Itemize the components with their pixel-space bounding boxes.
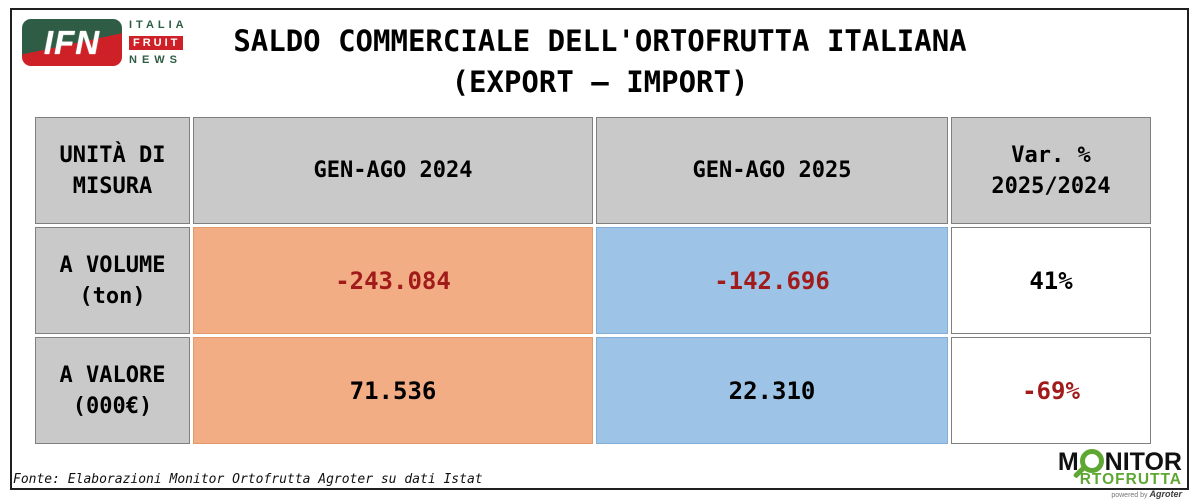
ifn-logo: IFN ITALIA FRUIT NEWS [22, 19, 188, 66]
header-unita-line2: MISURA [72, 173, 153, 199]
monitor-letter-m: M [1057, 447, 1079, 476]
header-var-pct: Var. % 2025/2024 [951, 117, 1151, 224]
cell-volume-2024: -243.084 [193, 227, 593, 334]
ifn-word-news: NEWS [129, 53, 182, 66]
cell-valore-2025: 22.310 [596, 337, 948, 444]
cell-valore-2024: 71.536 [193, 337, 593, 444]
header-unita-line1: UNITÀ DI [59, 142, 166, 168]
powered-by-text: powered by [1111, 491, 1148, 499]
ortofrutta-wordmark: RTOFRUTTA [1079, 471, 1182, 488]
cell-volume-2025: -142.696 [596, 227, 948, 334]
header-var-line2: 2025/2024 [991, 173, 1111, 199]
source-note: Fonte: Elaborazioni Monitor Ortofrutta A… [13, 472, 483, 487]
cell-valore-var: -69% [951, 337, 1151, 444]
powered-by-agroter: powered by Agroter [1058, 488, 1182, 499]
table-row-valore: A VALORE (000€) 71.536 22.310 -69% [35, 337, 1151, 444]
agroter-brand: Agroter [1149, 488, 1182, 499]
page-title-line1: SALDO COMMERCIALE DELL'ORTOFRUTTA ITALIA… [233, 24, 967, 58]
ifn-badge-icon: IFN [22, 19, 122, 66]
header-gen-ago-2024: GEN-AGO 2024 [193, 117, 593, 224]
monitor-ortofrutta-logo: M NITOR RTOFRUTTA powered by Agroter [1058, 449, 1182, 499]
trade-balance-table: UNITÀ DI MISURA GEN-AGO 2024 GEN-AGO 202… [32, 114, 1154, 447]
header-var-line1: Var. % [1011, 142, 1091, 168]
page-title: SALDO COMMERCIALE DELL'ORTOFRUTTA ITALIA… [0, 21, 1200, 103]
header-unita-di-misura: UNITÀ DI MISURA [35, 117, 190, 224]
ifn-word-italia: ITALIA [129, 18, 188, 31]
page-title-line2: (EXPORT – IMPORT) [451, 65, 749, 99]
cell-volume-var: 41% [951, 227, 1151, 334]
row-valore-label-line1: A VALORE [59, 362, 166, 388]
table-header-row: UNITÀ DI MISURA GEN-AGO 2024 GEN-AGO 202… [35, 117, 1151, 224]
monitor-wordmark: M NITOR [1058, 449, 1182, 475]
row-volume-label-line2: (ton) [79, 283, 146, 309]
monitor-letters-nitor: NITOR [1104, 447, 1182, 476]
row-label-valore: A VALORE (000€) [35, 337, 190, 444]
ifn-acronym: IFN [43, 24, 101, 61]
row-label-volume: A VOLUME (ton) [35, 227, 190, 334]
table-row-volume: A VOLUME (ton) -243.084 -142.696 41% [35, 227, 1151, 334]
row-valore-label-line2: (000€) [72, 393, 153, 419]
ifn-word-fruit: FRUIT [129, 35, 184, 50]
row-volume-label-line1: A VOLUME [59, 252, 166, 278]
ifn-wordmark: ITALIA FRUIT NEWS [129, 18, 188, 66]
header-gen-ago-2025: GEN-AGO 2025 [596, 117, 948, 224]
magnifier-icon [1079, 449, 1104, 473]
